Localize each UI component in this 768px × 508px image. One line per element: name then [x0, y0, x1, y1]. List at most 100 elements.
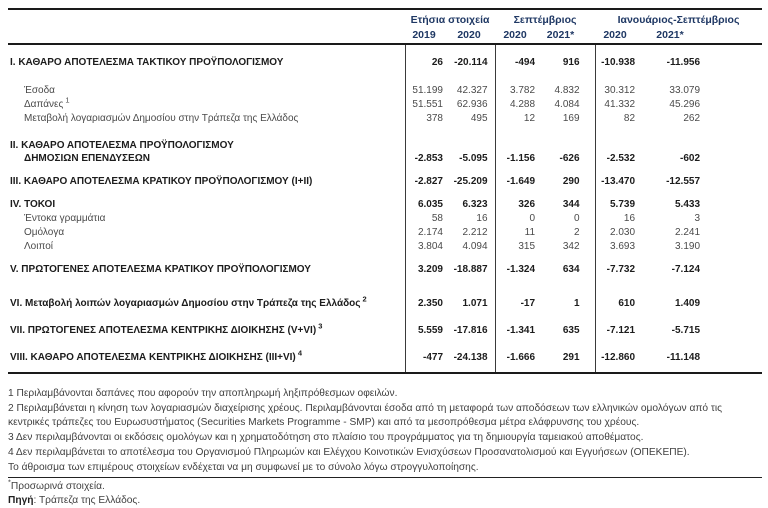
year-header: 2020 — [495, 27, 542, 45]
row-label: VI. Μεταβολή λοιπών λογαριασμών Δημοσίου… — [10, 294, 367, 309]
value-cell: -13.470 — [594, 166, 641, 189]
footer-divider — [8, 477, 762, 478]
header-corner — [8, 27, 405, 45]
value-cell: -1.666 — [494, 338, 542, 373]
value-cell: -5.095 — [459, 153, 488, 164]
row-label: VII. ΠΡΩΤΟΓΕΝΕΣ ΑΠΟΤΕΛΕΣΜΑ ΚΕΝΤΡΙΚΗΣ ΔΙΟ… — [10, 321, 323, 336]
value-cell: -1.156 — [494, 126, 542, 166]
value-cell: 5.739 — [594, 189, 641, 212]
value-cell: 0 — [573, 213, 580, 224]
value-cell: 2.174 — [404, 226, 450, 240]
table-row: Ομόλογα 2.174 2.212 11 2 2.030 2.241 — [8, 226, 762, 240]
value-cell: 3.782 — [494, 70, 542, 98]
value-cell: 12 — [494, 112, 542, 126]
table-row: VII. ΠΡΩΤΟΓΕΝΕΣ ΑΠΟΤΕΛΕΣΜΑ ΚΕΝΤΡΙΚΗΣ ΔΙΟ… — [8, 311, 762, 338]
footer-notes: *Προσωρινά στοιχεία. Πηγή: Τράπεζα της Ε… — [8, 478, 762, 507]
value-cell: 169 — [562, 113, 580, 124]
value-cell: 4.084 — [554, 99, 580, 110]
value-cell: 58 — [404, 212, 450, 226]
row-spacer — [705, 277, 762, 311]
value-cell: 634 — [562, 264, 580, 275]
row-label: Έντοκα γραμμάτια — [24, 213, 106, 224]
header-corner — [8, 8, 405, 27]
value-cell: 262 — [683, 113, 701, 124]
value-cell: -1.649 — [494, 166, 542, 189]
row-label: Δαπάνες 1 — [24, 95, 70, 110]
value-cell: 51.199 — [404, 70, 450, 98]
table-row: V. ΠΡΩΤΟΓΕΝΕΣ ΑΠΟΤΕΛΕΣΜΑ ΚΡΑΤΙΚΟΥ ΠΡΟΫΠΟ… — [8, 254, 762, 277]
value-cell: -12.557 — [666, 176, 701, 187]
value-cell: 2.350 — [404, 277, 450, 311]
row-spacer — [705, 44, 762, 70]
value-cell: -477 — [404, 338, 450, 373]
value-cell: 1.409 — [674, 298, 701, 309]
row-label: I. ΚΑΘΑΡΟ ΑΠΟΤΕΛΕΣΜΑ ΤΑΚΤΙΚΟΥ ΠΡΟΫΠΟΛΟΓΙ… — [10, 57, 284, 68]
value-cell: 0 — [494, 212, 542, 226]
value-cell: 378 — [404, 112, 450, 126]
value-cell: -25.209 — [453, 176, 488, 187]
value-cell: 5.433 — [674, 199, 701, 210]
value-cell: 4.288 — [494, 98, 542, 112]
column-group-annual: Ετήσια στοιχεία — [405, 8, 496, 27]
value-cell: 326 — [494, 189, 542, 212]
row-label: IV. ΤΟΚΟΙ — [10, 199, 56, 210]
footnote: 4 Δεν περιλαμβάνεται το αποτέλεσμα του Ο… — [8, 446, 690, 458]
value-cell: -18.887 — [453, 264, 488, 275]
value-cell: 3.693 — [594, 240, 641, 254]
footnote: Το άθροισμα των επιμέρους στοιχείων ενδέ… — [8, 461, 479, 473]
value-cell: 5.559 — [404, 311, 450, 338]
value-cell: -602 — [680, 153, 701, 164]
value-cell: 11 — [494, 226, 542, 240]
footnote: 2 Περιλαμβάνεται η κίνηση των λογαριασμώ… — [8, 403, 723, 428]
value-cell: 291 — [562, 352, 580, 363]
value-cell: -11.956 — [666, 57, 701, 68]
row-spacer — [705, 212, 762, 226]
value-cell: -7.732 — [594, 254, 641, 277]
value-cell: 916 — [562, 57, 580, 68]
row-spacer — [705, 98, 762, 112]
value-cell: 610 — [594, 277, 641, 311]
value-cell: 3.804 — [404, 240, 450, 254]
table-row: Μεταβολή λογαριασμών Δημοσίου στην Τράπε… — [8, 112, 762, 126]
value-cell: -5.715 — [671, 325, 701, 336]
value-cell: 4.094 — [462, 241, 488, 252]
row-spacer — [705, 338, 762, 373]
table-row: VI. Μεταβολή λοιπών λογαριασμών Δημοσίου… — [8, 277, 762, 311]
value-cell: 344 — [562, 199, 580, 210]
value-cell: -626 — [559, 153, 580, 164]
value-cell: -2.827 — [404, 166, 450, 189]
value-cell: 51.551 — [404, 98, 450, 112]
value-cell: 3.209 — [404, 254, 450, 277]
value-cell: 4.832 — [554, 85, 580, 96]
value-cell: 45.296 — [669, 99, 701, 110]
table-row: II. ΚΑΘΑΡΟ ΑΠΟΤΕΛΕΣΜΑ ΠΡΟΫΠΟΛΟΓΙΣΜΟΥ ΔΗΜΟ… — [8, 126, 762, 166]
table-row: Λοιποί 3.804 4.094 315 342 3.693 3.190 — [8, 240, 762, 254]
year-header: 2019 — [405, 27, 450, 45]
value-cell: -7.121 — [594, 311, 641, 338]
value-cell: 30.312 — [594, 70, 641, 98]
row-spacer — [705, 70, 762, 98]
value-cell: 2.212 — [462, 227, 488, 238]
value-cell: -17.816 — [453, 325, 488, 336]
year-header: 2021* — [640, 27, 706, 45]
row-spacer — [705, 254, 762, 277]
year-header: 2021* — [541, 27, 596, 45]
table-row: VIII. ΚΑΘΑΡΟ ΑΠΟΤΕΛΕΣΜΑ ΚΕΝΤΡΙΚΗΣ ΔΙΟΙΚΗ… — [8, 338, 762, 373]
value-cell: 290 — [562, 176, 580, 187]
value-cell: -11.148 — [666, 352, 701, 363]
value-cell: 6.323 — [462, 199, 488, 210]
table-row: Έντοκα γραμμάτια 58 16 0 0 16 3 — [8, 212, 762, 226]
value-cell: 82 — [594, 112, 641, 126]
row-spacer — [705, 226, 762, 240]
value-cell: 495 — [470, 113, 488, 124]
footnote: 1 Περιλαμβάνονται δαπάνες που αφορούν τη… — [8, 388, 398, 399]
value-cell: 635 — [562, 325, 580, 336]
source-label: Πηγή — [8, 494, 34, 506]
value-cell: 2.030 — [594, 226, 641, 240]
value-cell: 6.035 — [404, 189, 450, 212]
value-cell: -7.124 — [671, 264, 701, 275]
value-cell: -12.860 — [594, 338, 641, 373]
footnote: 3 Δεν περιλαμβάνονται οι εκδόσεις ομολόγ… — [8, 431, 644, 443]
row-spacer — [705, 112, 762, 126]
table-header: Ετήσια στοιχεία Σεπτέμβριος Ιανουάριος-Σ… — [8, 8, 763, 45]
